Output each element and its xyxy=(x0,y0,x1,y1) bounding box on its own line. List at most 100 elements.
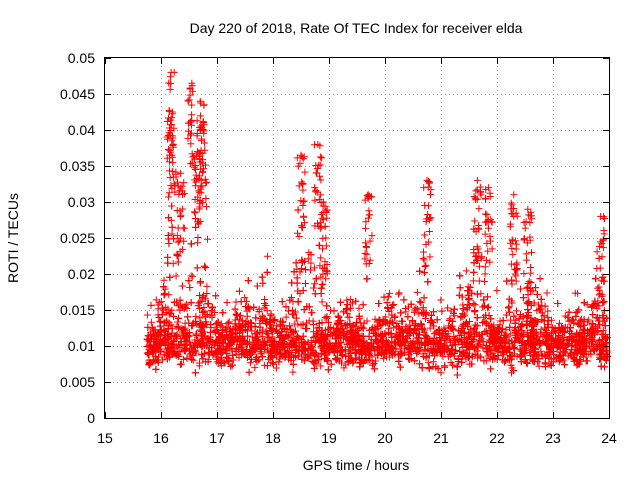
data-point xyxy=(453,371,461,379)
data-point xyxy=(478,253,486,261)
data-point xyxy=(184,313,192,321)
data-point xyxy=(310,284,318,292)
data-point xyxy=(471,301,479,309)
data-point xyxy=(430,322,438,330)
data-point xyxy=(317,254,325,262)
data-point xyxy=(243,307,251,315)
data-point xyxy=(156,317,164,325)
data-point xyxy=(203,282,211,290)
data-point xyxy=(225,318,233,326)
data-point xyxy=(165,240,173,248)
data-point xyxy=(548,316,556,324)
data-point xyxy=(437,296,445,304)
data-point xyxy=(227,363,235,371)
data-point xyxy=(245,368,253,376)
data-point xyxy=(174,258,182,266)
data-point xyxy=(310,364,318,372)
data-point xyxy=(588,321,596,329)
data-point xyxy=(223,299,231,307)
data-point xyxy=(438,307,446,315)
data-point xyxy=(303,325,311,333)
data-point xyxy=(517,285,525,293)
data-point xyxy=(160,291,168,299)
data-point xyxy=(426,324,434,332)
data-point xyxy=(505,303,513,311)
data-point xyxy=(536,275,544,283)
data-point xyxy=(258,273,266,281)
data-point xyxy=(323,302,331,310)
data-point xyxy=(192,349,200,357)
data-point xyxy=(439,352,447,360)
data-point xyxy=(449,317,457,325)
data-point xyxy=(147,301,155,309)
data-point xyxy=(164,259,172,267)
data-point xyxy=(506,330,514,338)
data-point xyxy=(191,369,199,377)
data-point xyxy=(475,262,483,270)
data-point xyxy=(289,368,297,376)
data-point xyxy=(502,326,510,334)
data-point xyxy=(375,299,383,307)
data-point xyxy=(442,327,450,335)
data-point xyxy=(263,252,271,260)
data-point xyxy=(462,267,470,275)
data-point xyxy=(168,230,176,238)
data-point xyxy=(143,311,151,319)
data-point xyxy=(162,309,170,317)
data-point xyxy=(241,294,249,302)
data-point xyxy=(201,349,209,357)
data-point xyxy=(429,308,437,316)
data-point xyxy=(395,290,403,298)
data-point xyxy=(469,277,477,285)
data-point xyxy=(318,281,326,289)
data-point xyxy=(201,264,209,272)
data-point xyxy=(272,364,280,372)
data-point xyxy=(479,319,487,327)
data-point xyxy=(152,296,160,304)
data-point xyxy=(187,272,195,280)
data-point xyxy=(380,354,388,362)
data-point xyxy=(312,275,320,283)
data-point xyxy=(512,307,520,315)
data-point xyxy=(560,348,568,356)
data-point xyxy=(346,295,354,303)
data-point xyxy=(327,360,335,368)
data-point xyxy=(428,317,436,325)
data-point xyxy=(455,291,463,299)
data-point xyxy=(335,313,343,321)
data-point xyxy=(318,298,326,306)
data-point xyxy=(511,270,519,278)
data-point xyxy=(317,362,325,370)
data-point xyxy=(310,264,318,272)
data-point xyxy=(587,325,595,333)
data-point xyxy=(470,268,478,276)
data-point xyxy=(267,310,275,318)
data-point xyxy=(523,360,531,368)
data-point xyxy=(232,298,240,306)
data-point xyxy=(535,362,543,370)
data-point xyxy=(250,303,258,311)
data-point xyxy=(396,363,404,371)
data-point xyxy=(395,289,403,297)
data-point xyxy=(161,290,169,298)
data-point xyxy=(390,324,398,332)
data-point xyxy=(537,347,545,355)
data-point xyxy=(294,298,302,306)
data-point xyxy=(187,240,195,248)
data-point xyxy=(147,318,155,326)
data-point xyxy=(344,313,352,321)
data-point xyxy=(168,202,176,210)
data-point xyxy=(456,331,464,339)
data-point xyxy=(481,277,489,285)
data-point xyxy=(508,276,516,284)
data-point xyxy=(282,313,290,321)
data-point xyxy=(343,296,351,304)
data-point xyxy=(469,300,477,308)
data-point xyxy=(543,289,551,297)
data-point xyxy=(174,318,182,326)
data-point xyxy=(414,305,422,313)
data-point xyxy=(344,301,352,309)
data-point xyxy=(596,321,604,329)
data-point xyxy=(174,302,182,310)
data-point xyxy=(413,288,421,296)
